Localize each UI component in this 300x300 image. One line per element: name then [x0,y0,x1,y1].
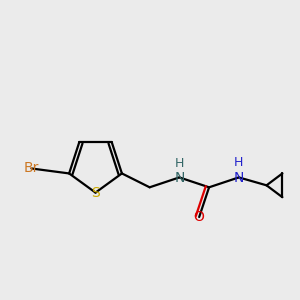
Text: H: H [175,158,184,170]
Text: N: N [174,171,184,185]
Text: O: O [194,210,205,224]
Text: N: N [234,171,244,185]
Text: S: S [91,186,100,200]
Text: Br: Br [24,161,39,176]
Text: H: H [234,157,244,169]
